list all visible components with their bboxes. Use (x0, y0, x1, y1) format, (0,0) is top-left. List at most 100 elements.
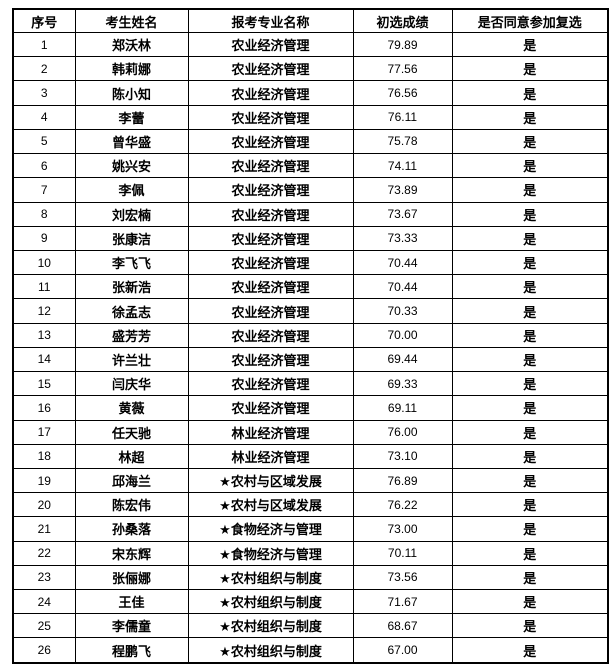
cell-no: 14 (12, 346, 76, 373)
column-header-major: 报考专业名称 (187, 8, 354, 33)
cell-name: 张康洁 (74, 225, 189, 251)
column-header-agree: 是否同意参加复选 (451, 8, 609, 33)
cell-score: 68.67 (352, 613, 453, 639)
table-row: 9 张康洁 农业经济管理 73.33 是 (12, 225, 609, 251)
cell-score: 70.44 (352, 249, 453, 276)
cell-agree: 是 (451, 128, 609, 155)
cell-no: 11 (12, 274, 76, 300)
cell-name: 陈小知 (74, 80, 189, 106)
cell-no: 20 (12, 492, 76, 518)
cell-name: 李儒童 (74, 613, 189, 639)
cell-name: 黄薇 (74, 395, 189, 421)
cell-score: 71.67 (352, 589, 453, 615)
cell-major: 农业经济管理 (187, 249, 354, 276)
cell-no: 9 (12, 225, 76, 251)
cell-major: ★食物经济与管理 (187, 516, 354, 542)
cell-agree: 是 (451, 104, 609, 130)
cell-score: 69.33 (352, 371, 453, 397)
cell-agree: 是 (451, 589, 609, 615)
cell-agree: 是 (451, 371, 609, 397)
table-row: 5 曾华盛 农业经济管理 75.78 是 (12, 128, 609, 155)
cell-no: 21 (12, 516, 76, 542)
cell-score: 73.67 (352, 201, 453, 227)
cell-name: 宋东辉 (74, 540, 189, 566)
cell-major: 农业经济管理 (187, 298, 354, 324)
cell-score: 76.56 (352, 80, 453, 106)
cell-name: 郑沃林 (74, 31, 189, 58)
cell-score: 70.11 (352, 540, 453, 566)
cell-score: 70.33 (352, 298, 453, 324)
cell-no: 4 (12, 104, 76, 130)
cell-name: 许兰壮 (74, 346, 189, 373)
cell-name: 闫庆华 (74, 371, 189, 397)
cell-score: 70.44 (352, 274, 453, 300)
cell-major: ★农村组织与制度 (187, 613, 354, 639)
cell-name: 任天驰 (74, 419, 189, 445)
table-row: 17 任天驰 林业经济管理 76.00 是 (12, 419, 609, 445)
table-row: 25 李儒童 ★农村组织与制度 68.67 是 (12, 613, 609, 639)
cell-score: 79.89 (352, 31, 453, 58)
cell-name: 姚兴安 (74, 153, 189, 179)
cell-no: 26 (12, 637, 76, 664)
cell-major: 农业经济管理 (187, 128, 354, 155)
cell-agree: 是 (451, 31, 609, 58)
table-row: 19 邱海兰 ★农村与区域发展 76.89 是 (12, 467, 609, 494)
cell-name: 王佳 (74, 589, 189, 615)
table-row: 22 宋东辉 ★食物经济与管理 70.11 是 (12, 540, 609, 566)
cell-major: 林业经济管理 (187, 419, 354, 445)
cell-score: 76.89 (352, 467, 453, 494)
cell-major: ★农村与区域发展 (187, 492, 354, 518)
cell-name: 盛芳芳 (74, 322, 189, 348)
cell-no: 1 (12, 31, 76, 58)
cell-no: 22 (12, 540, 76, 566)
cell-name: 邱海兰 (74, 467, 189, 494)
cell-agree: 是 (451, 613, 609, 639)
cell-name: 张俪娜 (74, 564, 189, 591)
cell-agree: 是 (451, 540, 609, 566)
cell-no: 17 (12, 419, 76, 445)
table-row: 4 李蕾 农业经济管理 76.11 是 (12, 104, 609, 130)
cell-no: 3 (12, 80, 76, 106)
cell-major: ★农村组织与制度 (187, 637, 354, 664)
cell-score: 75.78 (352, 128, 453, 155)
cell-agree: 是 (451, 564, 609, 591)
cell-agree: 是 (451, 516, 609, 542)
cell-name: 曾华盛 (74, 128, 189, 155)
cell-agree: 是 (451, 298, 609, 324)
cell-no: 5 (12, 128, 76, 155)
cell-no: 6 (12, 153, 76, 179)
table-row: 26 程鹏飞 ★农村组织与制度 67.00 是 (12, 637, 609, 664)
cell-no: 12 (12, 298, 76, 324)
header-row: 序号 考生姓名 报考专业名称 初选成绩 是否同意参加复选 (12, 8, 609, 33)
cell-agree: 是 (451, 467, 609, 494)
table-row: 16 黄薇 农业经济管理 69.11 是 (12, 395, 609, 421)
cell-no: 23 (12, 564, 76, 591)
column-header-no: 序号 (12, 8, 76, 33)
cell-no: 25 (12, 613, 76, 639)
cell-score: 76.00 (352, 419, 453, 445)
cell-score: 73.33 (352, 225, 453, 251)
cell-name: 李蕾 (74, 104, 189, 130)
cell-score: 69.44 (352, 346, 453, 373)
cell-major: 农业经济管理 (187, 274, 354, 300)
cell-name: 张新浩 (74, 274, 189, 300)
cell-no: 10 (12, 249, 76, 276)
table-row: 10 李飞飞 农业经济管理 70.44 是 (12, 249, 609, 276)
cell-agree: 是 (451, 274, 609, 300)
cell-score: 73.56 (352, 564, 453, 591)
cell-agree: 是 (451, 346, 609, 373)
column-header-score: 初选成绩 (352, 8, 453, 33)
cell-major: 林业经济管理 (187, 443, 354, 469)
cell-name: 林超 (74, 443, 189, 469)
cell-major: 农业经济管理 (187, 153, 354, 179)
cell-score: 74.11 (352, 153, 453, 179)
table-row: 2 韩莉娜 农业经济管理 77.56 是 (12, 56, 609, 82)
cell-no: 8 (12, 201, 76, 227)
cell-score: 76.11 (352, 104, 453, 130)
cell-score: 70.00 (352, 322, 453, 348)
cell-score: 69.11 (352, 395, 453, 421)
table-row: 3 陈小知 农业经济管理 76.56 是 (12, 80, 609, 106)
cell-major: 农业经济管理 (187, 31, 354, 58)
cell-major: 农业经济管理 (187, 80, 354, 106)
